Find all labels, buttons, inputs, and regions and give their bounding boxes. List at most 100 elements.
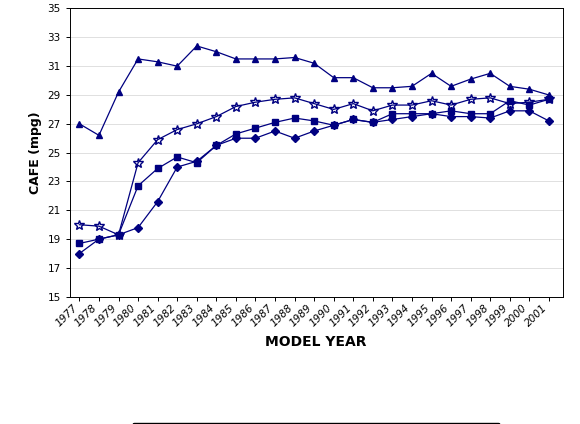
DOMESTIC	[174, 154, 181, 159]
IMPORT	[487, 71, 494, 76]
Line: STANDARD: STANDARD	[77, 108, 552, 257]
STANDARD	[271, 128, 278, 134]
DOMESTIC	[330, 123, 337, 128]
STANDARD	[174, 165, 181, 170]
IMPORT	[154, 59, 161, 64]
IMPORT	[369, 85, 376, 90]
Line: DOMESTIC: DOMESTIC	[77, 97, 552, 246]
DOMESTIC	[526, 103, 533, 108]
TOTAL FLEET	[389, 103, 396, 108]
DOMESTIC	[350, 117, 357, 122]
STANDARD	[96, 237, 103, 242]
STANDARD	[506, 108, 513, 113]
IMPORT	[526, 86, 533, 92]
STANDARD	[311, 128, 318, 134]
TOTAL FLEET	[154, 137, 161, 142]
IMPORT	[96, 133, 103, 138]
STANDARD	[526, 108, 533, 113]
TOTAL FLEET	[213, 114, 220, 119]
TOTAL FLEET	[330, 107, 337, 112]
IMPORT	[252, 56, 259, 61]
STANDARD	[115, 232, 122, 237]
STANDARD	[428, 111, 435, 116]
DOMESTIC	[291, 115, 298, 120]
IMPORT	[213, 49, 220, 54]
TOTAL FLEET	[96, 223, 103, 229]
IMPORT	[467, 77, 474, 82]
DOMESTIC	[115, 232, 122, 237]
IMPORT	[448, 84, 455, 89]
STANDARD	[233, 136, 240, 141]
IMPORT	[545, 92, 552, 98]
TOTAL FLEET	[252, 100, 259, 105]
IMPORT	[389, 85, 396, 90]
DOMESTIC	[193, 160, 200, 165]
STANDARD	[448, 114, 455, 119]
IMPORT	[428, 71, 435, 76]
IMPORT	[311, 61, 318, 66]
TOTAL FLEET	[369, 108, 376, 113]
DOMESTIC	[408, 111, 415, 116]
DOMESTIC	[213, 143, 220, 148]
TOTAL FLEET	[233, 104, 240, 109]
IMPORT	[506, 84, 513, 89]
STANDARD	[408, 114, 415, 119]
DOMESTIC	[487, 111, 494, 116]
TOTAL FLEET	[193, 121, 200, 126]
STANDARD	[291, 136, 298, 141]
TOTAL FLEET	[350, 101, 357, 106]
DOMESTIC	[271, 120, 278, 125]
IMPORT	[291, 55, 298, 60]
STANDARD	[252, 136, 259, 141]
DOMESTIC	[545, 97, 552, 102]
STANDARD	[369, 120, 376, 125]
TOTAL FLEET	[174, 127, 181, 132]
TOTAL FLEET	[135, 160, 142, 165]
STANDARD	[154, 199, 161, 204]
DOMESTIC	[311, 118, 318, 123]
TOTAL FLEET	[467, 97, 474, 102]
DOMESTIC	[428, 111, 435, 116]
X-axis label: MODEL YEAR: MODEL YEAR	[266, 335, 367, 349]
TOTAL FLEET	[115, 232, 122, 237]
STANDARD	[213, 143, 220, 148]
TOTAL FLEET	[271, 97, 278, 102]
DOMESTIC	[252, 126, 259, 131]
TOTAL FLEET	[408, 103, 415, 108]
DOMESTIC	[233, 131, 240, 137]
DOMESTIC	[135, 183, 142, 188]
DOMESTIC	[154, 166, 161, 171]
IMPORT	[193, 43, 200, 48]
IMPORT	[76, 121, 83, 126]
TOTAL FLEET	[448, 103, 455, 108]
TOTAL FLEET	[311, 101, 318, 106]
IMPORT	[350, 75, 357, 80]
Y-axis label: CAFE (mpg): CAFE (mpg)	[29, 112, 42, 194]
TOTAL FLEET	[428, 98, 435, 103]
DOMESTIC	[369, 120, 376, 125]
IMPORT	[330, 75, 337, 80]
TOTAL FLEET	[506, 101, 513, 106]
STANDARD	[350, 117, 357, 122]
STANDARD	[193, 159, 200, 164]
TOTAL FLEET	[487, 95, 494, 100]
DOMESTIC	[96, 237, 103, 242]
TOTAL FLEET	[526, 100, 533, 105]
DOMESTIC	[448, 108, 455, 113]
STANDARD	[330, 123, 337, 128]
STANDARD	[135, 225, 142, 230]
TOTAL FLEET	[76, 222, 83, 227]
STANDARD	[389, 117, 396, 122]
Line: IMPORT: IMPORT	[76, 42, 552, 139]
STANDARD	[467, 114, 474, 119]
IMPORT	[408, 84, 415, 89]
STANDARD	[545, 118, 552, 123]
DOMESTIC	[506, 98, 513, 103]
STANDARD	[487, 115, 494, 120]
DOMESTIC	[467, 111, 474, 116]
TOTAL FLEET	[291, 95, 298, 100]
TOTAL FLEET	[545, 97, 552, 102]
Line: TOTAL FLEET: TOTAL FLEET	[74, 93, 554, 240]
IMPORT	[174, 64, 181, 69]
DOMESTIC	[389, 111, 396, 116]
